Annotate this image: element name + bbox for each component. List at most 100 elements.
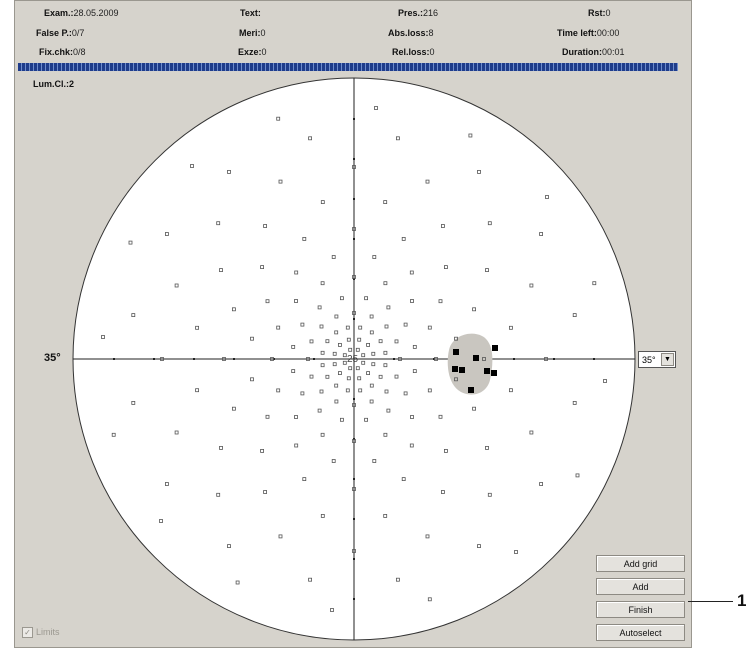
test-point [477,169,481,174]
false-positive: False P.:0/7 [36,28,85,38]
axis-tick [593,358,595,360]
autoselect-button[interactable]: Autoselect [596,624,685,641]
progress-bar [18,63,678,71]
test-point [485,268,489,273]
test-point [358,325,363,330]
test-point [454,336,458,341]
test-point [131,313,136,318]
test-point [309,374,314,379]
test-point [487,221,492,226]
test-point [260,448,265,453]
test-point [409,443,414,448]
test-point [386,305,391,310]
test-point [320,350,325,355]
test-point [276,325,281,330]
axis-tick [153,358,155,360]
test-point [195,325,200,330]
test-point [372,255,377,259]
finish-button[interactable]: Finish [596,601,685,618]
test-point [164,232,169,236]
add-button[interactable]: Add [596,578,685,595]
test-point [195,388,200,393]
test-point [319,389,324,394]
test-point [174,430,179,435]
test-point [174,283,179,288]
limits-checkbox[interactable]: ✓ Limits [22,627,60,639]
add-grid-button[interactable]: Add grid [596,555,685,572]
axis-tick [353,398,355,400]
test-point [294,299,298,303]
test-point [592,281,597,286]
test-point [575,473,580,478]
defect-marker [453,349,459,355]
test-point [352,549,356,553]
test-point [508,388,513,393]
test-point [334,399,339,404]
test-point [468,133,473,138]
test-point [395,577,400,582]
test-point [355,347,360,352]
test-point [425,179,430,184]
test-point [529,283,534,288]
test-point [427,388,432,393]
test-point [352,227,356,231]
test-point [369,383,374,388]
test-point [572,313,577,318]
text-field: Text: [240,8,261,18]
test-point [412,369,417,374]
test-point [231,406,236,411]
exze-value: Exze:0 [238,47,267,57]
callout-number: 1 [737,591,747,610]
axis-tick [353,558,355,560]
test-point [339,417,344,422]
test-point [508,325,513,330]
test-point [438,299,443,304]
test-point [440,224,445,228]
test-point [364,296,369,301]
test-point [111,432,116,437]
axis-tick [553,358,555,360]
test-point [403,322,408,327]
test-point [331,255,336,259]
scotoma-area [447,333,493,395]
scale-select[interactable]: 35° ▼ [638,351,676,368]
defect-markers [452,345,498,393]
axis-tick [393,358,395,360]
test-point [398,357,402,361]
center-label: 25 [347,354,359,365]
time-left: Time left:00:00 [557,28,620,38]
exam-date: Exam.:28.05.2009 [44,8,119,18]
relative-loss: Rel.loss:0 [392,47,435,57]
axis-tick [353,198,355,200]
test-point [342,360,347,365]
test-point [216,221,221,226]
axis-tick [113,358,115,360]
axis-tick [353,318,355,320]
test-point [412,344,417,349]
axis-tick [353,518,355,520]
left-degree-label: 35° [44,352,61,364]
test-point [300,391,305,396]
axis-tick [193,358,195,360]
test-point [383,281,388,286]
test-point [294,415,298,419]
test-point [308,136,313,141]
test-point [101,335,105,339]
test-point [410,415,414,419]
checkbox-check-icon: ✓ [22,627,33,639]
test-point [265,299,270,304]
test-point [383,432,388,437]
chevron-down-icon[interactable]: ▼ [661,353,674,366]
test-point [352,165,356,169]
test-point [320,432,325,437]
defect-marker [473,355,479,361]
test-point [369,314,374,319]
test-point [260,265,265,270]
defect-marker [459,367,465,373]
test-point [352,275,356,279]
test-point [425,534,430,539]
test-point [438,414,443,419]
test-point [371,362,376,367]
test-point [235,580,240,585]
